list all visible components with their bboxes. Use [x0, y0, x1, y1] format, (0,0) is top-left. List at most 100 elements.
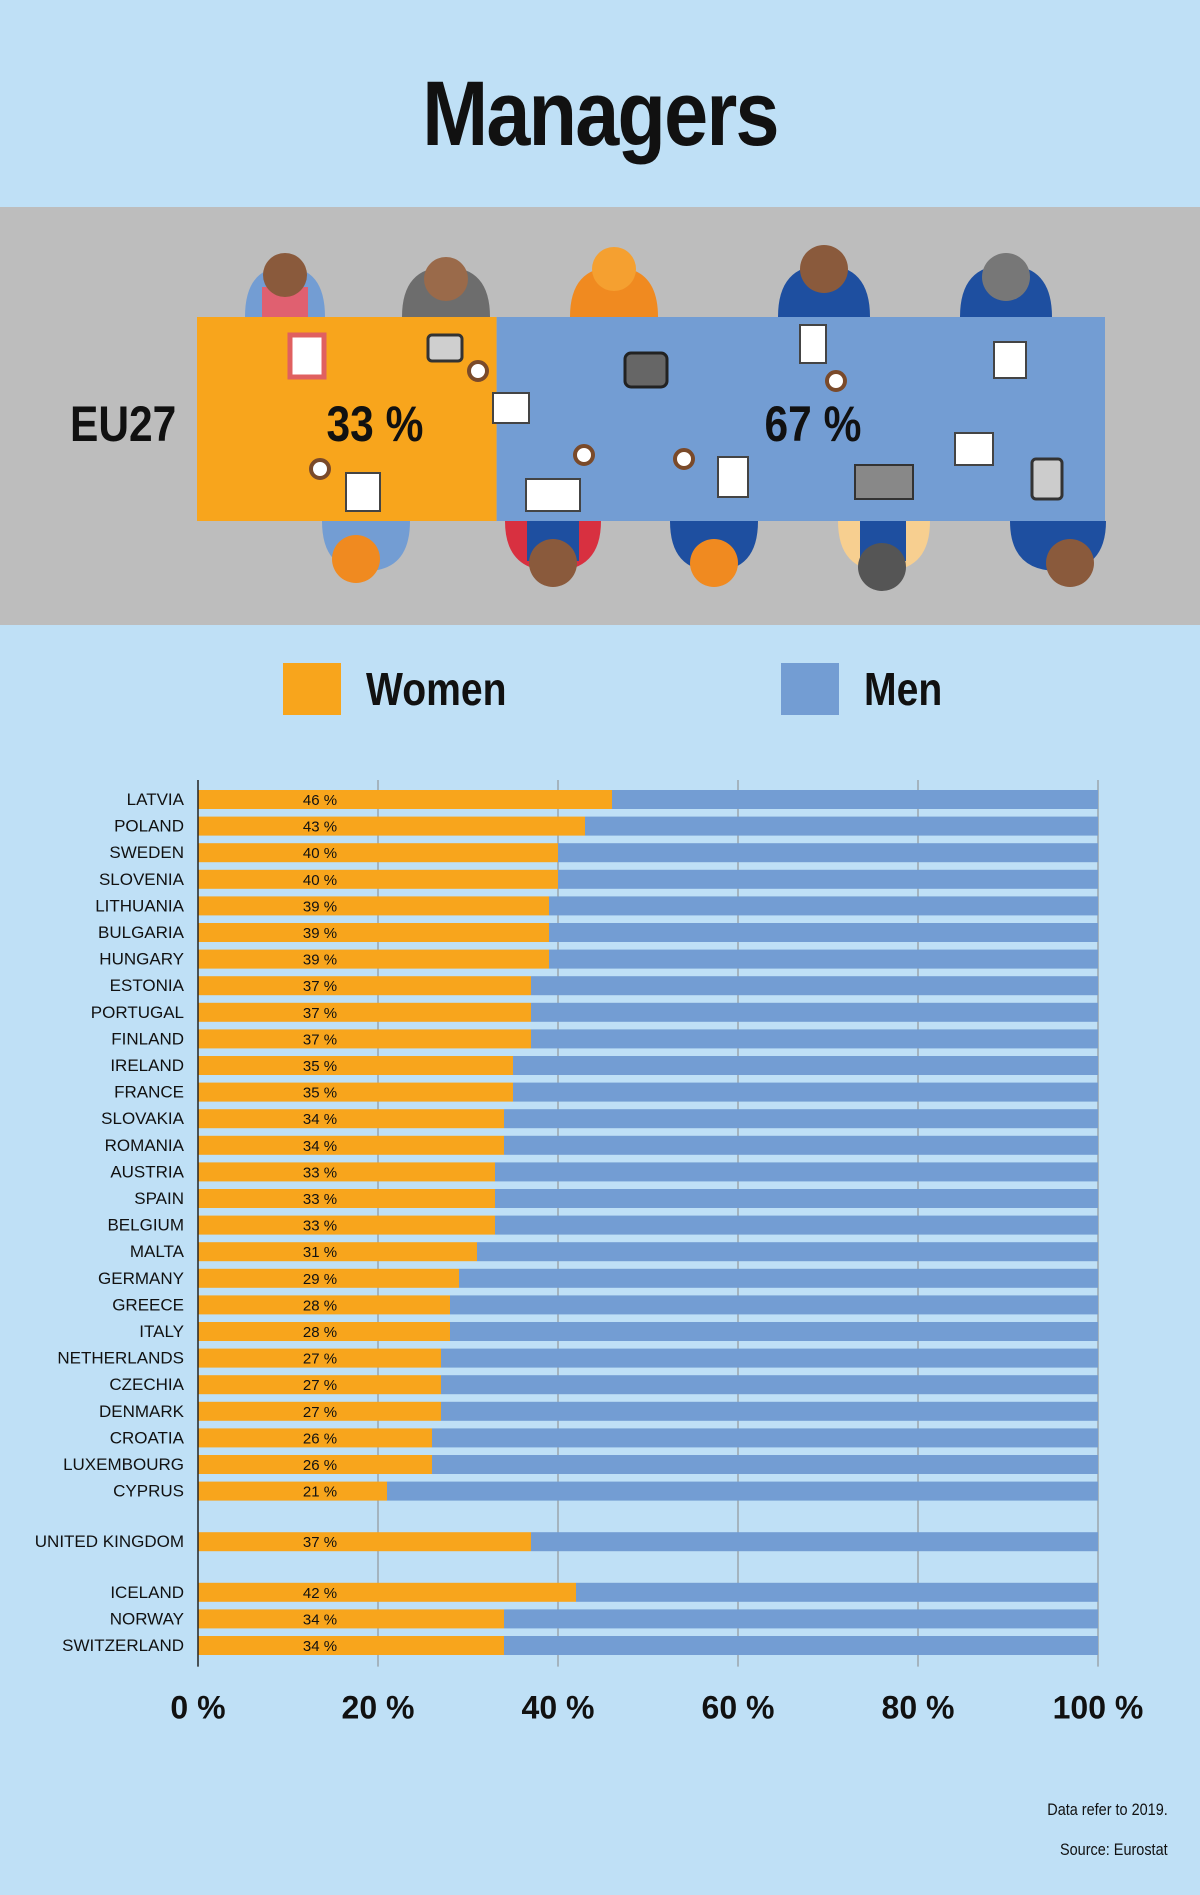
data-label-women: 27 % [303, 1404, 337, 1421]
meeting-table-illustration [197, 245, 1106, 591]
category-label: ICELAND [110, 1583, 184, 1602]
bar-men [432, 1455, 1098, 1474]
person-icon [960, 253, 1052, 379]
bar-men [531, 1002, 1098, 1022]
category-label: UNITED KINGDOM [35, 1532, 184, 1551]
category-label: AUSTRIA [110, 1162, 184, 1181]
bar-men [450, 1322, 1098, 1341]
bar-men [495, 1162, 1098, 1182]
data-label-women: 35 % [303, 1085, 337, 1102]
bar-women [198, 790, 612, 809]
x-tick-label: 40 % [522, 1690, 595, 1726]
bar-men [504, 1609, 1098, 1629]
bar-women [198, 923, 549, 942]
bar-women [198, 1268, 459, 1288]
data-label-women: 35 % [303, 1058, 337, 1075]
category-label: SWITZERLAND [62, 1636, 184, 1655]
person-icon [778, 245, 870, 364]
legend-men-swatch [781, 663, 839, 715]
data-label-women: 40 % [303, 872, 337, 889]
document-icon [954, 432, 994, 466]
legend-men-label: Men [864, 663, 943, 715]
coffee-cup-icon [467, 360, 489, 382]
category-label: LATVIA [127, 790, 185, 809]
data-label-women: 28 % [303, 1297, 337, 1314]
bar-men [558, 843, 1098, 863]
category-label: CZECHIA [109, 1375, 184, 1394]
bar-men [441, 1348, 1098, 1368]
bar-women [198, 1295, 450, 1315]
category-label: CYPRUS [113, 1482, 184, 1501]
category-label: NETHERLANDS [57, 1349, 184, 1368]
bar-men [441, 1375, 1098, 1395]
bar-women [198, 1242, 477, 1262]
bar-men [549, 949, 1098, 969]
bar-women [198, 1322, 450, 1341]
data-label-women: 34 % [303, 1138, 337, 1155]
bar-women [198, 843, 558, 863]
data-label-women: 33 % [303, 1191, 337, 1208]
x-tick-label: 80 % [882, 1690, 955, 1726]
data-label-women: 37 % [303, 1031, 337, 1048]
person-icon [838, 464, 930, 591]
data-label-women: 34 % [303, 1611, 337, 1628]
bar-men [558, 869, 1098, 889]
category-label: LITHUANIA [95, 896, 184, 915]
data-label-women: 42 % [303, 1585, 337, 1602]
source-note: Source: Eurostat [1060, 1840, 1168, 1859]
bar-women [198, 1481, 387, 1501]
bar-men [585, 816, 1098, 836]
category-label: CROATIA [110, 1428, 185, 1447]
category-label: ESTONIA [110, 976, 185, 995]
data-label-women: 28 % [303, 1324, 337, 1341]
eu27-label: EU27 [70, 396, 177, 452]
legend-women-label: Women [366, 663, 507, 715]
category-label: GERMANY [98, 1269, 184, 1288]
bar-women [198, 1162, 495, 1182]
bar-women [198, 1636, 504, 1655]
data-label-women: 39 % [303, 952, 337, 969]
x-tick-label: 0 % [170, 1690, 225, 1726]
bar-men [504, 1109, 1098, 1129]
person-icon [570, 247, 669, 389]
eu27-women-value: 33 % [326, 396, 424, 452]
category-label: ROMANIA [105, 1136, 185, 1155]
eu27-banner [0, 207, 1200, 625]
bar-women [198, 1002, 531, 1022]
bar-women [198, 1189, 495, 1208]
category-label: MALTA [130, 1242, 185, 1261]
bar-women [198, 1135, 504, 1155]
person-icon [670, 456, 758, 587]
data-label-women: 26 % [303, 1430, 337, 1447]
x-tick-label: 60 % [702, 1690, 775, 1726]
bar-women [198, 896, 549, 916]
bar-men [504, 1636, 1098, 1655]
data-label-women: 31 % [303, 1244, 337, 1261]
person-icon [322, 472, 410, 583]
bar-women [198, 1082, 513, 1102]
bar-men [441, 1401, 1098, 1421]
bar-men [477, 1242, 1098, 1262]
bar-women [198, 1428, 432, 1448]
bar-men [495, 1215, 1098, 1235]
bar-men [513, 1056, 1098, 1075]
bar-women [198, 1609, 504, 1629]
data-label-women: 27 % [303, 1351, 337, 1368]
bar-women [198, 1582, 576, 1602]
eu27-men-value: 67 % [764, 396, 862, 452]
person-icon [402, 257, 490, 363]
x-tick-label: 100 % [1053, 1690, 1144, 1726]
bar-women [198, 949, 549, 969]
notepad-icon [287, 332, 327, 380]
page-title: Managers [422, 63, 779, 165]
data-label-women: 21 % [303, 1484, 337, 1501]
bar-men [531, 1029, 1098, 1049]
bar-women [198, 976, 531, 996]
category-label: POLAND [114, 817, 184, 836]
data-label-women: 39 % [303, 925, 337, 942]
data-label-women: 33 % [303, 1164, 337, 1181]
bar-women [198, 1215, 495, 1235]
category-label: SWEDEN [109, 843, 184, 862]
data-label-women: 34 % [303, 1638, 337, 1655]
category-label: NORWAY [110, 1609, 184, 1628]
